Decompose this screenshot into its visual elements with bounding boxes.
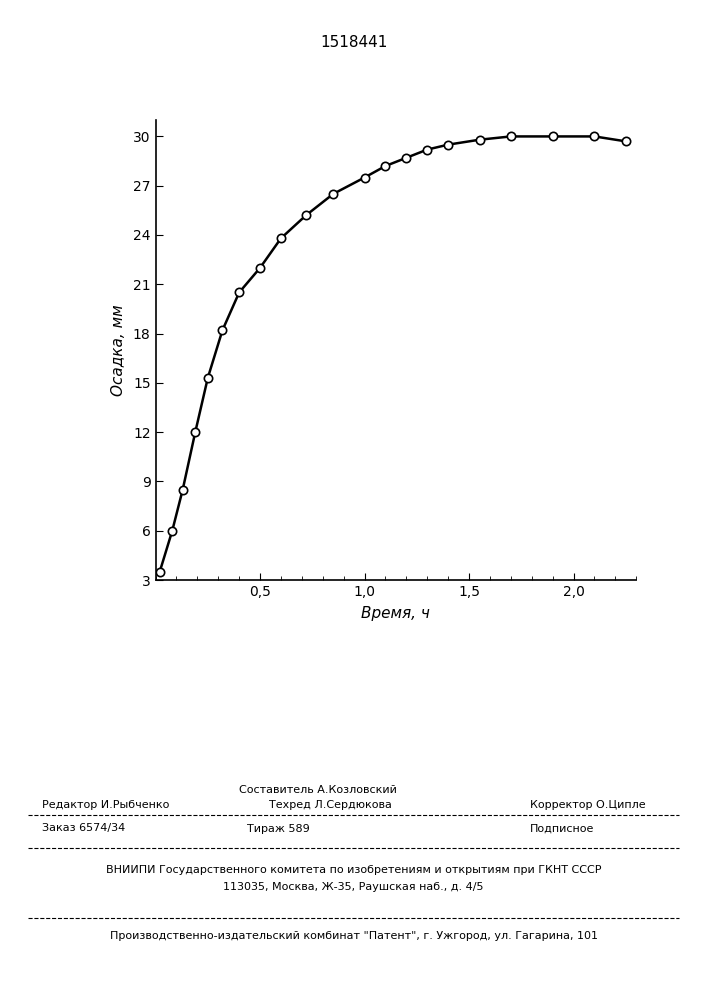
Text: ВНИИПИ Государственного комитета по изобретениям и открытиям при ГКНТ СССР: ВНИИПИ Государственного комитета по изоб… (106, 865, 601, 875)
Text: Составитель А.Козловский: Составитель А.Козловский (239, 785, 397, 795)
Text: Корректор О.Ципле: Корректор О.Ципле (530, 800, 646, 810)
Y-axis label: Осадка, мм: Осадка, мм (111, 304, 126, 396)
Text: 113035, Москва, Ж-35, Раушская наб., д. 4/5: 113035, Москва, Ж-35, Раушская наб., д. … (223, 882, 484, 892)
Text: 1518441: 1518441 (320, 35, 387, 50)
Text: Заказ 6574/34: Заказ 6574/34 (42, 824, 126, 834)
Text: Тираж 589: Тираж 589 (247, 824, 310, 834)
Text: Редактор И.Рыбченко: Редактор И.Рыбченко (42, 800, 170, 810)
Text: Подписное: Подписное (530, 824, 595, 834)
Text: Производственно-издательский комбинат "Патент", г. Ужгород, ул. Гагарина, 101: Производственно-издательский комбинат "П… (110, 931, 597, 941)
Text: Техред Л.Сердюкова: Техред Л.Сердюкова (269, 800, 392, 810)
X-axis label: Время, ч: Время, ч (361, 606, 431, 621)
